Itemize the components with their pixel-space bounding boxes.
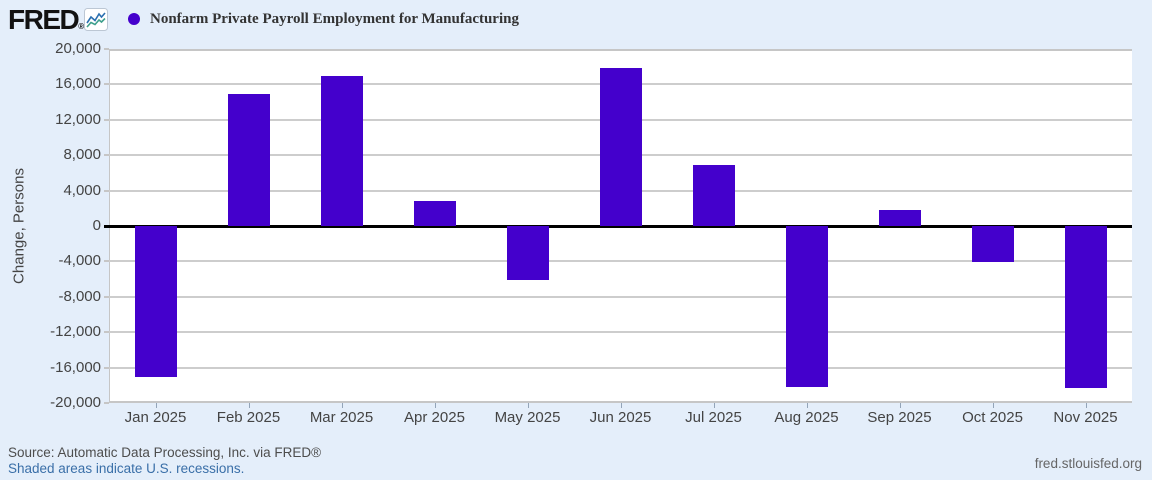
y-tick-label: -16,000 [50, 358, 101, 376]
x-tick-mark [992, 403, 994, 408]
y-tick-label: -4,000 [58, 252, 101, 270]
registered-mark: ® [78, 22, 85, 31]
y-tick-label: -8,000 [58, 287, 101, 305]
bar-oct-2025[interactable] [971, 226, 1014, 263]
x-tick-mark [527, 403, 529, 408]
y-tick-label: 8,000 [63, 146, 101, 164]
bar-nov-2025[interactable] [1064, 226, 1107, 388]
y-tick-mark [104, 154, 109, 157]
y-tick-mark [104, 48, 109, 50]
bar-mar-2025[interactable] [320, 76, 363, 226]
bar-sep-2025[interactable] [878, 210, 921, 226]
chart-title: Nonfarm Private Payroll Employment for M… [150, 11, 519, 27]
plot-border-top [109, 49, 1132, 51]
y-tick-mark [104, 402, 109, 404]
x-tick-label: May 2025 [494, 409, 561, 426]
y-tick-mark [104, 295, 109, 298]
zero-line [104, 224, 1132, 228]
x-tick-label: Oct 2025 [962, 409, 1023, 426]
x-tick-label: Jul 2025 [685, 409, 742, 426]
x-tick-mark [620, 403, 622, 408]
y-tick-mark [104, 189, 109, 192]
plot-area [104, 48, 1132, 404]
x-tick-label: Nov 2025 [1053, 409, 1118, 426]
gridline [109, 260, 1132, 263]
x-tick-label: Jun 2025 [589, 409, 652, 426]
bar-jan-2025[interactable] [134, 226, 177, 378]
x-tick-mark [899, 403, 901, 408]
x-tick-label: Jan 2025 [124, 409, 187, 426]
bar-jun-2025[interactable] [599, 68, 642, 226]
y-tick-mark [104, 366, 109, 369]
x-tick-label: Aug 2025 [774, 409, 839, 426]
y-tick-label: -12,000 [50, 323, 101, 341]
plot-border-bottom [109, 401, 1132, 403]
x-tick-label: Feb 2025 [216, 409, 281, 426]
source-note: Source: Automatic Data Processing, Inc. … [8, 445, 322, 460]
series-legend-dot-icon [128, 13, 140, 25]
bar-jul-2025[interactable] [692, 164, 735, 226]
y-tick-mark [104, 83, 109, 86]
fred-logo[interactable]: FRED® [8, 4, 85, 35]
y-tick-label: 12,000 [55, 110, 101, 128]
y-tick-mark [104, 260, 109, 263]
bar-feb-2025[interactable] [227, 94, 270, 226]
y-tick-label: 16,000 [55, 75, 101, 93]
gridline [109, 331, 1132, 334]
x-tick-mark [341, 403, 343, 408]
x-tick-label: Apr 2025 [404, 409, 465, 426]
x-tick-mark [713, 403, 715, 408]
bar-aug-2025[interactable] [785, 226, 828, 388]
x-tick-mark [155, 403, 157, 408]
gridline [109, 366, 1132, 369]
x-tick-label: Mar 2025 [309, 409, 374, 426]
x-tick-mark [1085, 403, 1087, 408]
bar-apr-2025[interactable] [413, 201, 456, 226]
y-tick-mark [104, 118, 109, 121]
x-tick-mark [248, 403, 250, 408]
fred-sparkline-icon [84, 8, 108, 31]
x-tick-mark [434, 403, 436, 408]
y-tick-label: -20,000 [50, 394, 101, 411]
site-url: fred.stlouisfed.org [1034, 456, 1142, 471]
x-tick-label: Sep 2025 [867, 409, 932, 426]
y-tick-mark [104, 331, 109, 334]
bar-may-2025[interactable] [506, 226, 549, 280]
recessions-note-link[interactable]: Shaded areas indicate U.S. recessions. [8, 461, 245, 476]
x-tick-mark [806, 403, 808, 408]
y-tick-label: 0 [92, 217, 101, 234]
y-tick-label: 4,000 [63, 181, 101, 199]
gridline [109, 295, 1132, 298]
y-tick-label: 20,000 [55, 40, 101, 57]
